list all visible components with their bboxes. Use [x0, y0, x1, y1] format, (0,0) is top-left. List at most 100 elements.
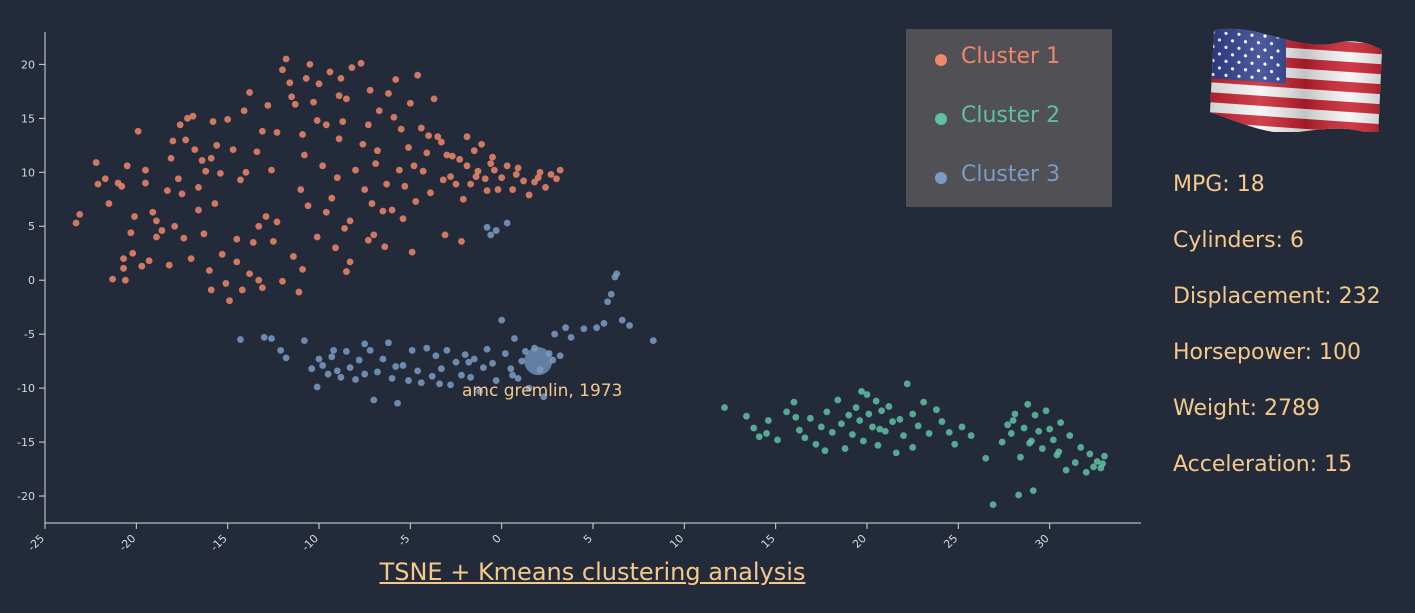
cluster-1-point[interactable]	[547, 171, 555, 178]
cluster-3-point[interactable]	[379, 355, 387, 363]
cluster-1-point[interactable]	[542, 183, 549, 191]
cluster-1-point[interactable]	[427, 189, 434, 197]
cluster-1-point[interactable]	[392, 76, 400, 83]
cluster-3-point[interactable]	[452, 358, 460, 366]
cluster-2-point[interactable]	[1029, 487, 1037, 495]
cluster-2-point[interactable]	[1028, 437, 1035, 445]
cluster-2-point[interactable]	[863, 391, 871, 398]
cluster-1-point[interactable]	[167, 154, 175, 162]
cluster-3-point[interactable]	[556, 352, 564, 360]
cluster-2-point[interactable]	[790, 398, 798, 406]
cluster-3-point[interactable]	[428, 372, 436, 380]
cluster-2-point[interactable]	[1020, 424, 1028, 432]
cluster-1-point[interactable]	[434, 133, 442, 141]
cluster-2-point[interactable]	[914, 422, 922, 430]
cluster-2-point[interactable]	[856, 417, 864, 424]
cluster-2-point[interactable]	[1015, 491, 1023, 499]
cluster-2-point[interactable]	[892, 449, 900, 457]
cluster-1-point[interactable]	[118, 182, 126, 190]
cluster-2-point[interactable]	[878, 407, 886, 415]
cluster-2-point[interactable]	[755, 433, 763, 441]
cluster-1-point[interactable]	[176, 121, 184, 129]
cluster-1-point[interactable]	[525, 191, 533, 199]
cluster-2-point[interactable]	[841, 445, 849, 452]
cluster-1-point[interactable]	[452, 180, 460, 188]
cluster-1-point[interactable]	[483, 187, 491, 195]
cluster-1-point[interactable]	[467, 180, 475, 188]
cluster-2-point[interactable]	[721, 404, 728, 411]
cluster-2-point[interactable]	[958, 423, 966, 431]
cluster-1-point[interactable]	[352, 166, 359, 174]
cluster-2-point[interactable]	[889, 418, 896, 425]
cluster-2-point[interactable]	[1082, 468, 1090, 476]
cluster-3-point[interactable]	[282, 354, 290, 362]
cluster-1-point[interactable]	[149, 208, 157, 216]
cluster-1-point[interactable]	[447, 173, 454, 181]
cluster-2-point[interactable]	[1055, 448, 1063, 456]
cluster-1-point[interactable]	[443, 151, 451, 159]
cluster-3-point[interactable]	[361, 370, 369, 378]
cluster-3-point[interactable]	[551, 330, 559, 338]
cluster-1-point[interactable]	[94, 180, 102, 188]
cluster-1-point[interactable]	[145, 257, 153, 265]
cluster-1-point[interactable]	[379, 207, 387, 215]
cluster-1-point[interactable]	[408, 248, 416, 256]
chart-title-link[interactable]: TSNE + Kmeans clustering analysis	[379, 558, 806, 586]
cluster-3-point[interactable]	[346, 364, 354, 372]
cluster-2-point[interactable]	[783, 408, 791, 416]
cluster-3-point[interactable]	[355, 356, 363, 364]
cluster-2-point[interactable]	[1046, 425, 1054, 433]
cluster-1-point[interactable]	[142, 179, 149, 187]
cluster-3-point[interactable]	[436, 380, 443, 388]
cluster-3-point[interactable]	[480, 364, 487, 372]
cluster-1-point[interactable]	[399, 215, 407, 223]
cluster-3-point[interactable]	[408, 346, 416, 354]
cluster-1-point[interactable]	[121, 276, 129, 284]
cluster-3-point[interactable]	[507, 365, 515, 373]
cluster-1-point[interactable]	[388, 206, 396, 214]
cluster-2-point[interactable]	[903, 380, 911, 388]
cluster-1-point[interactable]	[448, 152, 456, 160]
cluster-1-point[interactable]	[430, 95, 438, 103]
cluster-2-point[interactable]	[806, 414, 814, 422]
cluster-1-point[interactable]	[335, 92, 343, 100]
cluster-1-point[interactable]	[229, 146, 237, 154]
cluster-1-point[interactable]	[328, 194, 336, 202]
cluster-2-point[interactable]	[812, 440, 820, 448]
cluster-1-point[interactable]	[134, 127, 142, 135]
cluster-1-point[interactable]	[310, 98, 317, 106]
cluster-1-point[interactable]	[514, 164, 522, 172]
cluster-1-point[interactable]	[153, 233, 160, 241]
cluster-1-point[interactable]	[423, 149, 431, 157]
cluster-2-point[interactable]	[967, 432, 975, 439]
cluster-3-point[interactable]	[562, 324, 569, 332]
cluster-3-point[interactable]	[470, 355, 478, 363]
cluster-2-point[interactable]	[1038, 445, 1046, 452]
cluster-1-point[interactable]	[109, 275, 116, 283]
cluster-3-point[interactable]	[405, 377, 412, 384]
cluster-1-point[interactable]	[184, 114, 191, 122]
cluster-1-point[interactable]	[372, 160, 380, 168]
cluster-2-point[interactable]	[982, 454, 990, 462]
cluster-1-point[interactable]	[123, 162, 131, 170]
cluster-3-point[interactable]	[461, 351, 469, 359]
cluster-1-point[interactable]	[255, 276, 263, 284]
cluster-3-point[interactable]	[324, 370, 332, 378]
cluster-3-point[interactable]	[388, 374, 396, 382]
cluster-1-point[interactable]	[456, 155, 464, 163]
cluster-1-point[interactable]	[174, 175, 182, 183]
cluster-1-point[interactable]	[419, 167, 427, 175]
cluster-2-point[interactable]	[1066, 432, 1074, 439]
cluster-1-point[interactable]	[520, 177, 527, 185]
cluster-1-point[interactable]	[326, 68, 334, 76]
cluster-1-point[interactable]	[322, 208, 330, 216]
cluster-1-point[interactable]	[556, 166, 564, 174]
cluster-1-point[interactable]	[291, 100, 299, 108]
cluster-1-point[interactable]	[101, 175, 109, 183]
cluster-1-point[interactable]	[127, 229, 135, 237]
cluster-1-point[interactable]	[512, 171, 520, 178]
cluster-3-point[interactable]	[361, 340, 369, 348]
cluster-1-point[interactable]	[478, 140, 485, 148]
cluster-2-point[interactable]	[845, 411, 853, 419]
cluster-3-point[interactable]	[313, 383, 321, 391]
